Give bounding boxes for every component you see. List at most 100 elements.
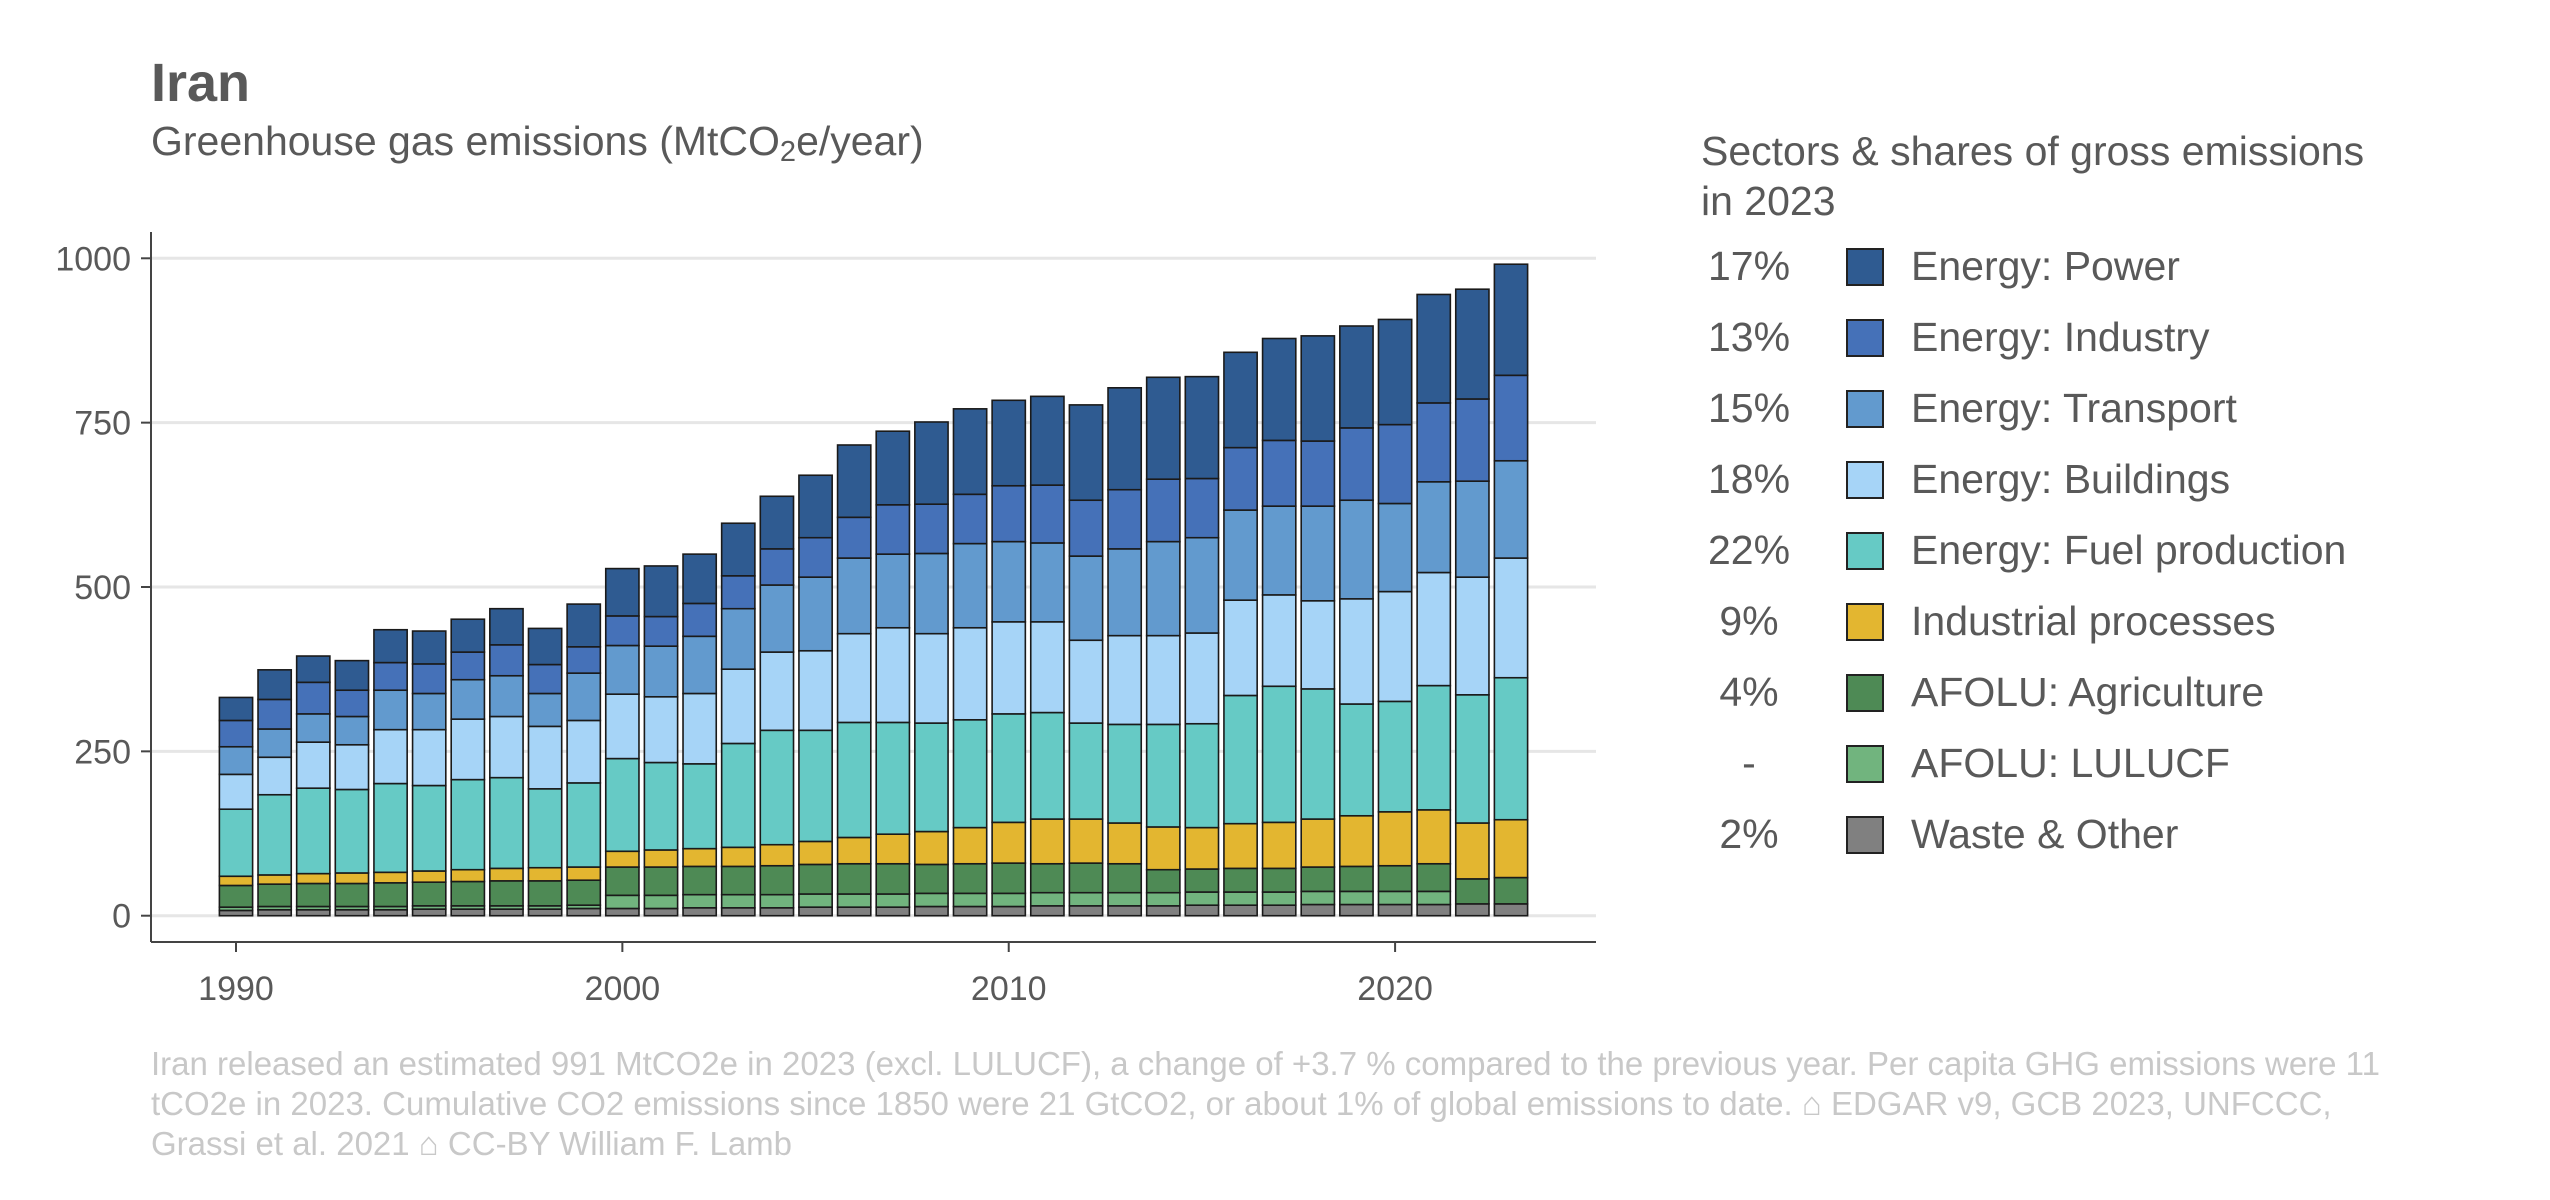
axes: 0 250 500 750 1000 1990 2000 2010 2020 — [55, 232, 1596, 1008]
bar-2015-energy-power — [1184, 375, 1220, 480]
bar-1991-energy-power — [257, 669, 293, 701]
bar-2014-energy-power — [1145, 376, 1181, 480]
bar-2006-energy-power — [836, 444, 872, 519]
bar-1996-afolu-agriculture — [450, 880, 486, 907]
bar-2013-energy-power — [1107, 387, 1143, 491]
bar-1992-energy-transport — [295, 713, 331, 743]
bar-2012-energy-industry — [1068, 499, 1104, 557]
bar-1997-energy-power — [489, 607, 524, 646]
legend-item: 13% Energy: Industry — [1690, 307, 2490, 367]
stacked-bars — [218, 263, 1529, 917]
bar-2018-afolu-lulucf — [1300, 890, 1336, 906]
bar-2022-afolu-agriculture — [1454, 878, 1490, 905]
legend-share: 17% — [1707, 243, 1791, 289]
bar-1994-industrial-processes — [373, 871, 408, 884]
bar-1998-energy-power — [527, 627, 563, 666]
bar-2006-energy-transport — [836, 557, 872, 635]
bar-2000-energy-power — [604, 567, 640, 617]
bar-2003-energy-fuel-production — [720, 742, 756, 849]
bar-2008-energy-buildings — [914, 632, 949, 724]
bar-1990-energy-buildings — [218, 773, 254, 811]
bar-2003-energy-buildings — [720, 668, 756, 745]
bar-2005-energy-industry — [798, 536, 833, 578]
bar-2016-afolu-agriculture — [1223, 867, 1258, 893]
bar-2000-energy-industry — [604, 615, 640, 647]
bar-2007-waste-other — [875, 906, 911, 917]
bar-1998-waste-other — [527, 908, 563, 917]
bar-2015-industrial-processes — [1184, 826, 1220, 870]
bar-2005-afolu-agriculture — [798, 863, 833, 895]
bar-1994-waste-other — [373, 908, 408, 917]
bar-2007-afolu-agriculture — [875, 862, 911, 895]
bar-2007-energy-industry — [875, 504, 911, 555]
bar-2021-energy-power — [1416, 293, 1452, 404]
bar-2015-energy-transport — [1184, 536, 1220, 634]
bar-2010-afolu-agriculture — [991, 862, 1027, 895]
bar-1997-energy-fuel-production — [489, 776, 524, 870]
bar-2015-energy-industry — [1184, 477, 1220, 539]
legend-label: Industrial processes — [1911, 598, 2276, 644]
chart-subtitle: Greenhouse gas emissions (MtCO2e/year) — [151, 118, 924, 169]
bar-2019-energy-power — [1339, 325, 1374, 429]
bar-2007-industrial-processes — [875, 833, 911, 865]
bar-2009-energy-industry — [952, 493, 988, 545]
bar-1995-industrial-processes — [411, 870, 447, 883]
bar-2015-waste-other — [1184, 904, 1220, 917]
bar-2008-waste-other — [914, 905, 949, 917]
legend-share: 9% — [1719, 598, 1779, 644]
bar-2007-energy-transport — [875, 553, 911, 629]
bar-2002-industrial-processes — [682, 847, 718, 868]
bar-1999-energy-power — [566, 603, 602, 648]
bar-2004-waste-other — [759, 907, 795, 917]
bar-1993-energy-buildings — [334, 743, 370, 791]
bar-2013-afolu-agriculture — [1107, 862, 1143, 894]
bar-2022-energy-power — [1454, 288, 1490, 400]
bar-2012-energy-transport — [1068, 555, 1104, 642]
bar-2013-energy-industry — [1107, 488, 1143, 550]
bar-1997-energy-buildings — [489, 715, 524, 779]
bar-2010-energy-buildings — [991, 621, 1027, 715]
bar-2008-energy-power — [914, 421, 949, 505]
bar-2008-afolu-lulucf — [914, 892, 949, 908]
bar-2008-energy-fuel-production — [914, 722, 949, 833]
bar-2006-industrial-processes — [836, 836, 872, 865]
legend-swatch — [1846, 674, 1884, 712]
x-tick-label-1990: 1990 — [198, 970, 274, 1008]
bar-2013-industrial-processes — [1107, 822, 1143, 865]
bar-2016-energy-industry — [1223, 446, 1258, 511]
bar-2017-energy-transport — [1261, 505, 1297, 596]
bar-1998-energy-industry — [527, 663, 563, 695]
bar-2014-energy-industry — [1145, 478, 1181, 543]
bar-1992-waste-other — [295, 908, 331, 917]
bar-2005-industrial-processes — [798, 840, 833, 866]
x-tick-label-2000: 2000 — [585, 970, 661, 1008]
bar-2002-afolu-agriculture — [682, 865, 718, 896]
bar-2019-energy-industry — [1339, 427, 1374, 502]
subtitle-suffix: e/year) — [796, 118, 924, 164]
bar-2022-industrial-processes — [1454, 822, 1490, 880]
bar-2008-energy-industry — [914, 503, 949, 555]
bar-2017-waste-other — [1261, 904, 1297, 917]
bar-1998-afolu-agriculture — [527, 880, 563, 907]
bar-2005-afolu-lulucf — [798, 893, 833, 908]
bar-2012-energy-buildings — [1068, 639, 1104, 724]
bar-2004-afolu-agriculture — [759, 864, 795, 896]
bar-2017-industrial-processes — [1261, 821, 1297, 870]
bar-2020-energy-fuel-production — [1377, 700, 1413, 813]
bar-2018-afolu-agriculture — [1300, 866, 1336, 893]
legend-label: AFOLU: LULUCF — [1911, 740, 2230, 786]
bar-2005-energy-buildings — [798, 649, 833, 732]
bar-2013-afolu-lulucf — [1107, 891, 1143, 907]
bar-1992-industrial-processes — [295, 872, 331, 885]
legend-share: - — [1742, 740, 1756, 786]
bar-2004-energy-industry — [759, 548, 795, 586]
bar-2020-waste-other — [1377, 903, 1413, 917]
bar-2009-waste-other — [952, 905, 988, 917]
bar-1993-industrial-processes — [334, 872, 370, 885]
legend-swatch — [1846, 745, 1884, 783]
bar-1996-energy-power — [450, 618, 486, 653]
bar-2010-waste-other — [991, 905, 1027, 917]
bar-2005-waste-other — [798, 906, 833, 917]
bar-2022-waste-other — [1454, 903, 1490, 917]
